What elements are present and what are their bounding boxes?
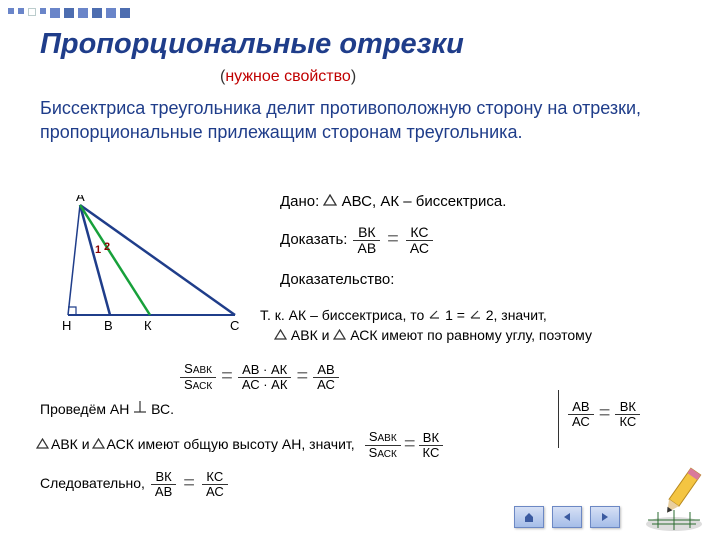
triangle-icon xyxy=(323,190,337,214)
given-block: Дано: АВС, АК – биссектриса. Доказать: В… xyxy=(280,190,700,292)
nav-controls xyxy=(514,506,620,528)
common-height-line: АВК и АСК имеют общую высоту АН, значит,… xyxy=(36,430,443,460)
construct-line: Проведём АН ВС. xyxy=(40,400,174,420)
combined-ratio: АВАС = ВККС xyxy=(568,400,640,428)
prove-label: Доказать: xyxy=(280,228,347,252)
corner-decor xyxy=(8,8,130,18)
nav-home-button[interactable] xyxy=(514,506,544,528)
svg-text:С: С xyxy=(230,318,239,333)
brace-bar xyxy=(558,390,559,448)
vertex-a: А xyxy=(76,195,85,204)
svg-text:К: К xyxy=(144,318,152,333)
proof-block: Т. к. АК – биссектриса, то 1 = 2, значит… xyxy=(260,305,705,346)
perp-icon xyxy=(133,401,147,417)
equals-sign: = xyxy=(386,223,400,255)
nav-prev-button[interactable] xyxy=(552,506,582,528)
triangle-icon xyxy=(274,325,287,345)
triangle-diagram: 1 2 А Н В К С xyxy=(40,195,250,335)
page-title: Пропорциональные отрезки xyxy=(40,28,464,61)
pencil-icon xyxy=(638,462,710,534)
frac-kc-ac: КСАС xyxy=(406,225,433,255)
theorem-text: Биссектриса треугольника делит противопо… xyxy=(40,96,680,145)
proof-label: Доказательство: xyxy=(280,268,700,292)
svg-text:В: В xyxy=(104,318,113,333)
triangle-icon xyxy=(36,435,49,455)
therefore-line: Следовательно, ВКАВ = КСАС xyxy=(40,470,228,498)
subtitle: (нужное свойство) xyxy=(220,68,356,86)
given-text: АВС, АК – биссектриса. xyxy=(342,193,507,210)
angle-2-label: 2 xyxy=(104,241,110,253)
frac-bk-ab: ВКАВ xyxy=(353,225,380,255)
given-label: Дано: xyxy=(280,193,319,210)
angle-1-label: 1 xyxy=(95,244,101,256)
area-ratio-1: SАВК SАСК = АВ · АК АС · АК = АВ АС xyxy=(180,362,339,392)
svg-text:Н: Н xyxy=(62,318,71,333)
angle-icon xyxy=(469,305,482,325)
triangle-icon xyxy=(92,435,105,455)
angle-icon xyxy=(428,305,441,325)
triangle-icon xyxy=(333,325,346,345)
nav-next-button[interactable] xyxy=(590,506,620,528)
